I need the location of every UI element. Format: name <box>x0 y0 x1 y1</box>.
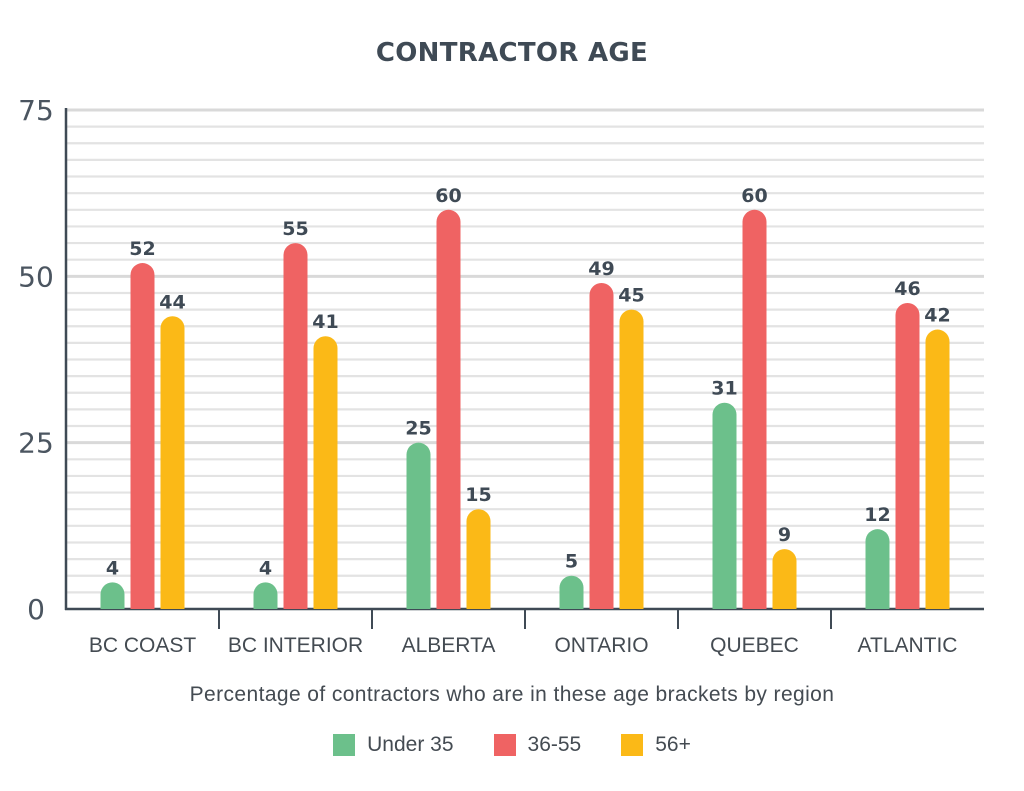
chart-title: CONTRACTOR AGE <box>375 38 649 68</box>
legend-swatch <box>493 734 516 756</box>
bar <box>130 263 155 609</box>
data-label: 49 <box>588 258 614 280</box>
bar <box>559 575 584 609</box>
x-tick-label: ONTARIO <box>554 634 648 657</box>
legend-label: 56+ <box>655 733 691 756</box>
y-tick-label: 25 <box>18 427 54 460</box>
bar <box>406 442 431 609</box>
bar <box>895 302 920 609</box>
bar <box>589 282 614 609</box>
legend-item: Under 35 <box>333 733 454 757</box>
data-label: 5 <box>565 551 578 573</box>
x-tick-label: ATLANTIC <box>858 634 958 657</box>
bar <box>742 209 767 610</box>
legend-swatch <box>621 734 644 756</box>
legend-swatch <box>333 734 356 756</box>
x-tick-label: QUEBEC <box>710 634 799 657</box>
x-axis-label: Percentage of contractors who are in the… <box>189 683 835 706</box>
legend-label: Under 35 <box>367 733 454 756</box>
data-label: 9 <box>778 524 791 546</box>
data-label: 55 <box>282 218 308 240</box>
data-label: 4 <box>106 557 119 579</box>
bar <box>160 316 185 609</box>
bar <box>253 582 278 609</box>
bar <box>466 509 491 609</box>
legend: Under 35 36-55 56+ <box>0 733 1024 757</box>
bar <box>283 243 308 609</box>
legend-label: 36-55 <box>527 733 582 756</box>
bar <box>925 329 950 609</box>
data-label: 12 <box>864 504 890 526</box>
x-tick-label: BC COAST <box>89 634 197 657</box>
y-tick-label: 75 <box>18 94 54 127</box>
data-label: 25 <box>405 418 431 440</box>
x-tick-label: ALBERTA <box>402 634 496 657</box>
data-label: 44 <box>159 291 185 313</box>
legend-item: 36-55 <box>493 733 582 757</box>
bar <box>436 209 461 610</box>
y-tick-label: 0 <box>27 593 45 626</box>
data-label: 60 <box>741 185 767 207</box>
bar <box>313 336 338 609</box>
bar <box>772 549 797 609</box>
bar <box>100 582 125 609</box>
data-label: 31 <box>711 378 737 400</box>
data-label: 4 <box>259 557 272 579</box>
y-tick-label: 50 <box>18 260 54 293</box>
data-label: 41 <box>312 311 338 333</box>
data-label: 46 <box>894 278 920 300</box>
x-tick-label: BC INTERIOR <box>228 634 363 657</box>
data-label: 52 <box>129 238 155 260</box>
bar <box>865 529 890 609</box>
data-label: 45 <box>618 285 644 307</box>
data-label: 15 <box>465 484 491 506</box>
data-label: 42 <box>924 305 950 327</box>
bar <box>619 309 644 609</box>
bar <box>712 402 737 609</box>
data-label: 60 <box>435 185 461 207</box>
legend-item: 56+ <box>621 733 691 757</box>
